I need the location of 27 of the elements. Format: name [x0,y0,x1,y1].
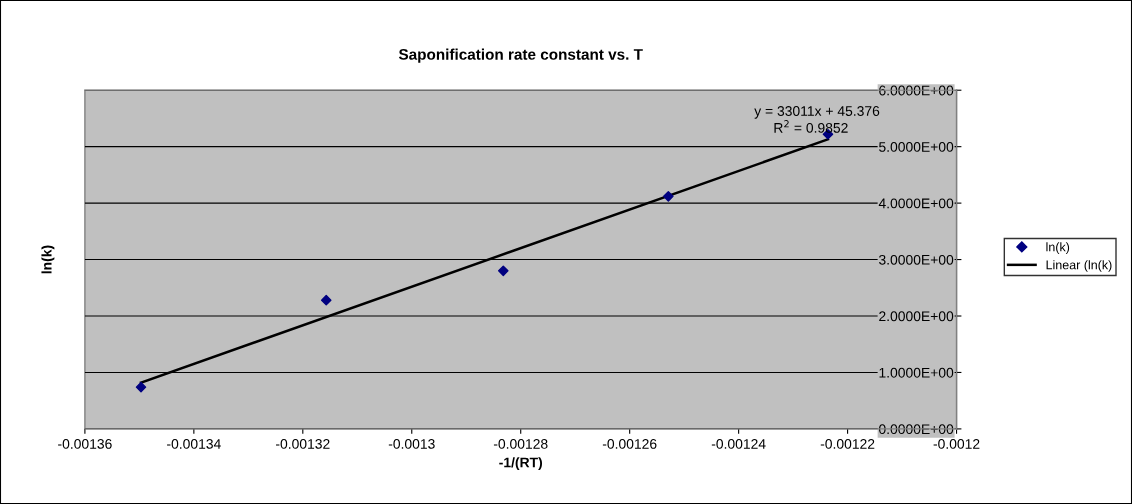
x-tick-label: -0.00122 [820,438,875,449]
y-tick-label: 0.0000E+00 [879,424,954,435]
x-tick-label: -0.0013 [388,438,435,449]
chart-title: Saponification rate constant vs. T [398,48,643,63]
point [320,294,332,306]
x-tick-label: -0.00128 [493,438,548,449]
x-tick-label: -0.00136 [58,438,112,449]
y-axis-title: ln(k) [41,245,55,274]
legend-label: Linear (ln(k) [1046,260,1112,272]
point [135,381,147,393]
x-tick-label: -0.0012 [933,438,980,449]
x-axis-title: -1/(RT) [499,457,543,471]
point [497,265,509,277]
x-tick-label: -0.00134 [167,438,221,449]
y-tick-label: 1.0000E+00 [879,367,954,378]
x-tick-label: -0.00126 [602,438,657,449]
point [663,191,674,202]
y-tick-label: 5.0000E+00 [879,142,954,152]
annotation: R$^{2}$ = 0.9852 [774,120,848,133]
y-tick-label: 2.0000E+00 [879,311,954,322]
x-tick-label: -0.00124 [711,438,766,449]
x-tick-label: -0.00132 [276,438,330,449]
y-tick-label: 6.0000E+00 [879,85,954,96]
legend-label: ln(k) [1046,242,1070,254]
y-tick-label: 3.0000E+00 [878,254,954,265]
y-tick-label: 4.0000E+00 [878,198,954,209]
annotation: y = 33011x + 45.376 [754,106,880,119]
